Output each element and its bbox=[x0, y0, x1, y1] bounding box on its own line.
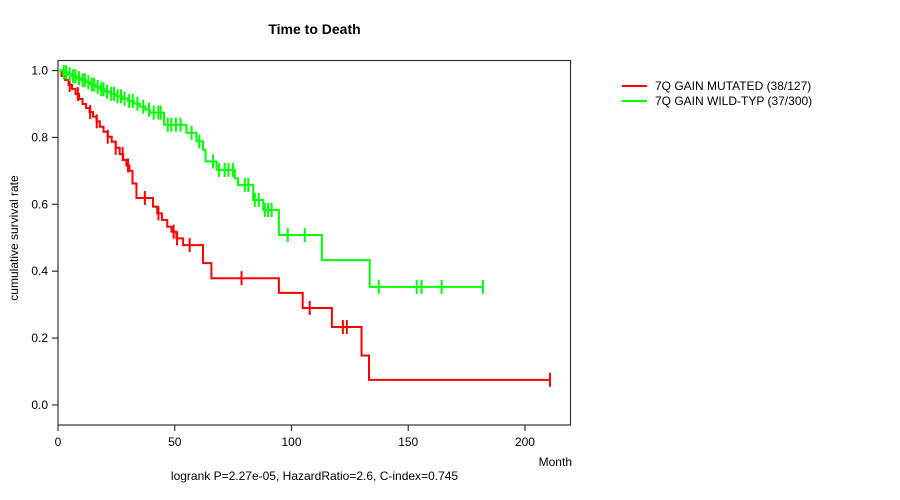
series-line-7q-gain-mutated-38-127 bbox=[58, 69, 550, 381]
y-axis-tick-label: 0.0 bbox=[31, 398, 48, 412]
plot-box bbox=[57, 59, 572, 426]
y-axis-title: cumulative survival rate bbox=[7, 175, 21, 301]
x-axis-tick-label: 50 bbox=[168, 435, 182, 449]
y-axis-tick-label: 0.2 bbox=[31, 331, 48, 345]
chart-title: Time to Death bbox=[268, 21, 361, 37]
x-axis-title: Month bbox=[538, 455, 572, 469]
x-axis-tick-label: 150 bbox=[398, 435, 418, 449]
mutated-line-swatch bbox=[622, 85, 647, 88]
y-axis-tick-label: 0.6 bbox=[31, 197, 48, 211]
legend-label-wildtype: 7Q GAIN WILD-TYP (37/300) bbox=[655, 93, 813, 108]
y-axis-tick-label: 0.4 bbox=[31, 264, 48, 278]
x-axis-tick-label: 0 bbox=[55, 435, 62, 449]
logrank-stats-caption: logrank P=2.27e-05, HazardRatio=2.6, C-i… bbox=[170, 469, 459, 483]
y-axis-tick-label: 1.0 bbox=[31, 64, 48, 78]
x-axis-tick-label: 200 bbox=[515, 435, 535, 449]
legend-label-mutated: 7Q GAIN MUTATED (38/127) bbox=[655, 79, 812, 94]
wildtype-line-swatch bbox=[622, 99, 647, 102]
x-axis-tick-label: 100 bbox=[281, 435, 301, 449]
y-axis-tick-label: 0.8 bbox=[31, 130, 48, 144]
legend: 7Q GAIN MUTATED (38/127) 7Q GAIN WILD-TY… bbox=[622, 79, 812, 108]
legend-item-mutated: 7Q GAIN MUTATED (38/127) bbox=[622, 79, 812, 94]
legend-item-wildtype: 7Q GAIN WILD-TYP (37/300) bbox=[622, 94, 812, 109]
